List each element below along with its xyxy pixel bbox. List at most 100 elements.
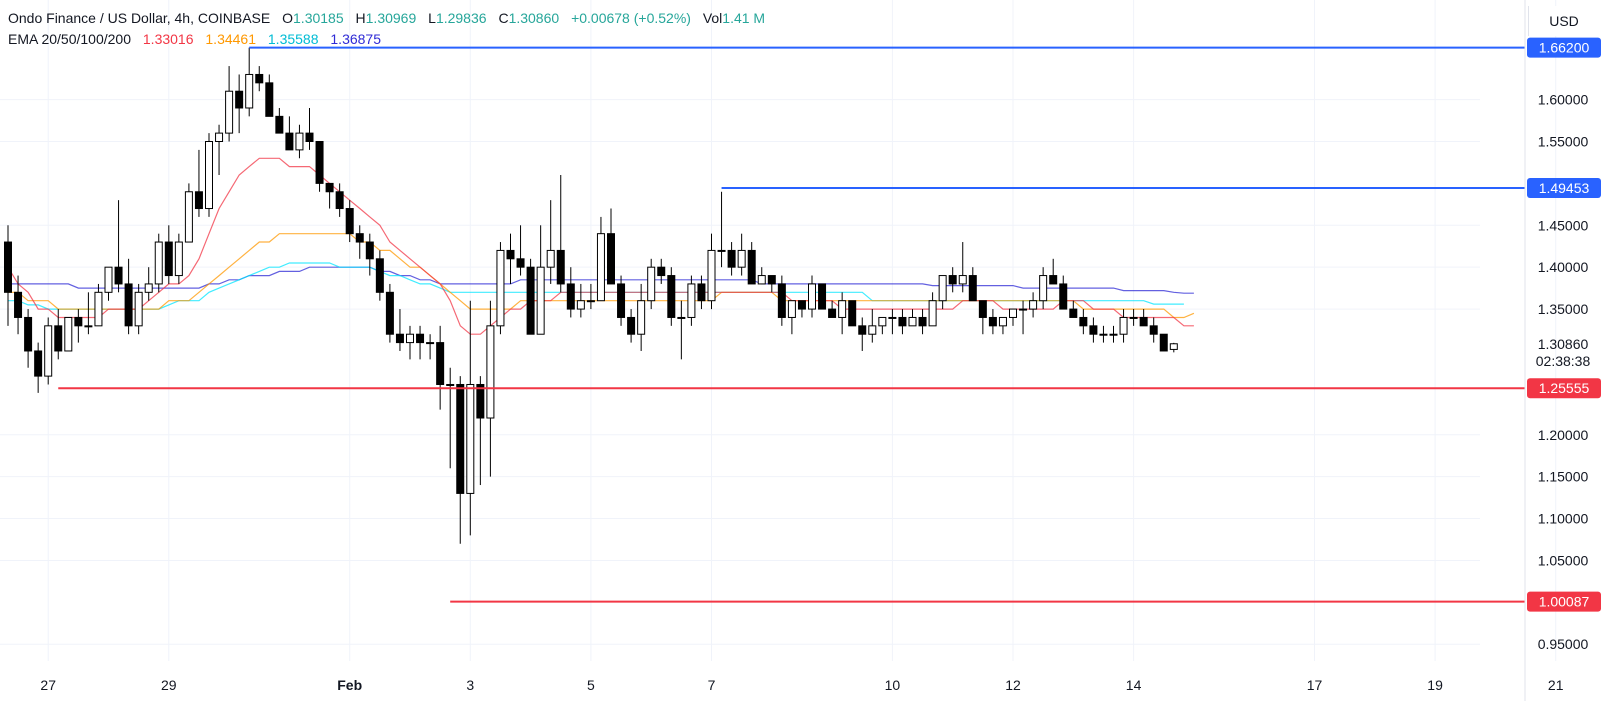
candle-body — [1159, 333, 1168, 352]
candle-body — [4, 241, 12, 293]
level-price-tag — [1527, 378, 1601, 399]
close-value: 1.30860 — [508, 10, 560, 26]
candle-body — [727, 249, 736, 268]
candle — [355, 225, 364, 259]
candle-body — [1049, 275, 1058, 285]
high-key: H — [355, 10, 366, 26]
candle — [446, 367, 455, 469]
ema-legend[interactable]: EMA 20/50/100/200 1.33016 1.34461 1.3558… — [8, 31, 381, 47]
candle-body — [516, 258, 525, 268]
ema50-value: 1.34461 — [205, 31, 256, 47]
candle — [697, 275, 706, 310]
candle-body — [486, 325, 495, 419]
candle-body — [325, 182, 334, 193]
candle — [34, 342, 43, 393]
price-axis[interactable]: 1.60000 1.55000 1.45000 1.40000 1.35000 1.200… — [1524, 0, 1590, 701]
currency-button[interactable]: USD — [1528, 6, 1599, 36]
candle — [385, 283, 394, 343]
candle-body — [556, 249, 565, 285]
candle — [797, 300, 806, 318]
candle-body — [1079, 316, 1088, 327]
candle — [526, 258, 535, 335]
candle-body — [194, 191, 203, 210]
candle — [215, 124, 224, 176]
candle-body — [54, 325, 63, 352]
candle-body — [94, 291, 103, 327]
candle — [576, 283, 585, 318]
candle-body — [1019, 308, 1028, 311]
candle-body — [767, 275, 776, 285]
horizontal-levels[interactable]: 1.66200 1.49453 1.25555 1.00087 — [58, 37, 1601, 612]
candle — [868, 309, 877, 343]
candle — [54, 309, 63, 360]
candle-body — [607, 233, 615, 285]
candle — [395, 309, 404, 351]
candle-body — [687, 283, 696, 318]
candle — [4, 225, 12, 326]
candle-body — [14, 291, 23, 318]
high-value: 1.30969 — [365, 10, 417, 26]
open-key: O — [282, 10, 294, 26]
candle — [908, 309, 917, 327]
candle — [707, 233, 716, 310]
candle-body — [275, 115, 284, 134]
candle — [617, 275, 626, 326]
candle — [627, 309, 636, 343]
time-axis[interactable]: 27 29 Feb 3 5 7 10 12 14 17 19 21 — [40, 677, 1563, 693]
candle — [787, 300, 796, 335]
candle-body — [385, 291, 394, 335]
x-tick-label: 19 — [1427, 677, 1443, 693]
volume-value: 1.41 M — [722, 10, 766, 26]
candle-body — [1009, 308, 1017, 318]
candle — [918, 309, 927, 335]
candle — [466, 300, 475, 536]
candle-body — [1059, 283, 1068, 310]
candle — [345, 200, 354, 243]
candle — [506, 233, 515, 284]
candle — [1059, 275, 1068, 310]
candle — [64, 316, 73, 352]
candle-body — [787, 300, 796, 318]
candle-body — [697, 283, 706, 302]
candle-body — [968, 275, 977, 302]
candle-body — [265, 82, 274, 117]
candle-body — [596, 233, 605, 302]
candle — [134, 283, 143, 335]
candle — [496, 242, 505, 335]
candle — [144, 267, 153, 301]
candle-body — [586, 300, 595, 303]
candle-body — [144, 283, 153, 293]
candle-body — [647, 266, 656, 302]
y-tick-label: 1.55000 — [1538, 133, 1589, 149]
candle-body — [436, 342, 445, 385]
candle — [928, 292, 937, 327]
candle — [898, 309, 907, 335]
candle-body — [205, 140, 213, 210]
candle-body — [988, 316, 997, 327]
candle — [828, 300, 837, 318]
candle-body — [526, 266, 535, 335]
level-price-label: 1.00087 — [1539, 594, 1590, 610]
candle-body — [797, 300, 806, 310]
candle — [245, 47, 254, 117]
x-tick-label: 14 — [1126, 677, 1142, 693]
candle-body — [406, 333, 414, 344]
candle-body — [737, 249, 746, 268]
candle-body — [707, 249, 716, 302]
x-tick-label: 3 — [466, 677, 474, 693]
candle-body — [848, 300, 857, 327]
candle-body — [305, 132, 314, 142]
candle-body — [918, 316, 927, 327]
candle-body — [677, 316, 686, 319]
candle-body — [576, 300, 585, 310]
candle-body — [808, 283, 816, 310]
candle-body — [476, 383, 485, 419]
level-price-tag — [1527, 37, 1601, 58]
candle — [265, 74, 274, 117]
candle-body — [395, 333, 404, 344]
candle-body — [858, 325, 867, 335]
candle — [1079, 309, 1088, 335]
symbol-legend[interactable]: Ondo Finance / US Dollar, 4h, COINBASE O… — [8, 10, 765, 26]
x-tick-label: 5 — [587, 677, 595, 693]
